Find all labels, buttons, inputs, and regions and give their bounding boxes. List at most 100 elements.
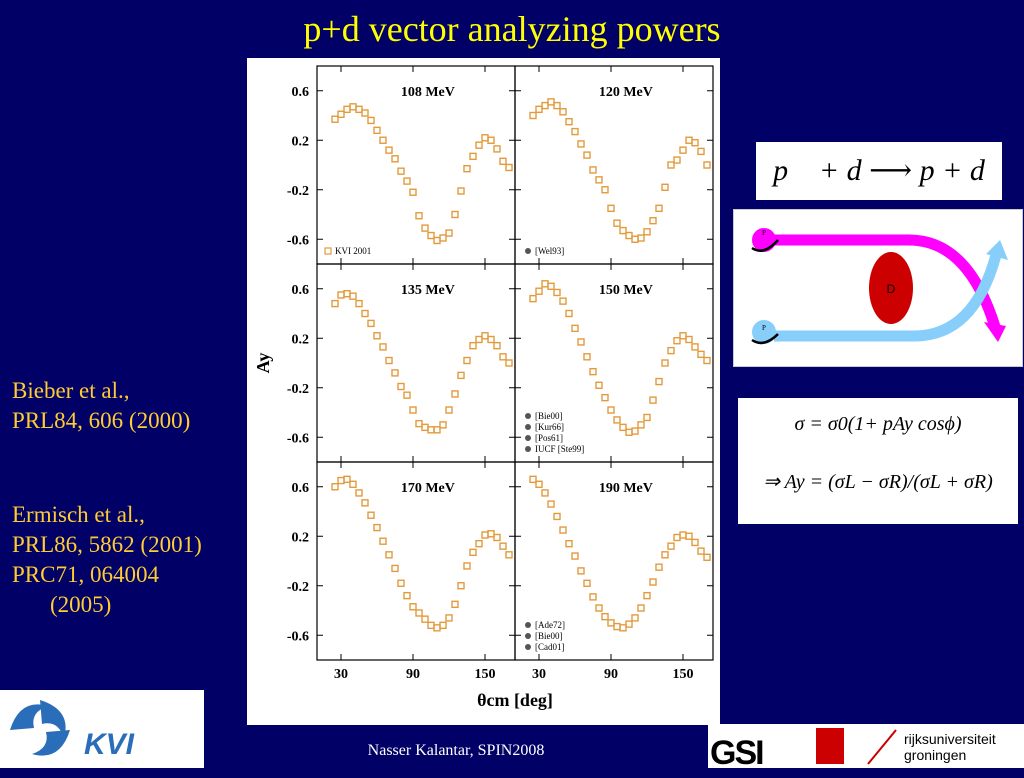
data-point	[469, 152, 477, 161]
panel-frame	[514, 461, 714, 661]
reference-bieber: Bieber et al., PRL84, 606 (2000)	[12, 376, 190, 436]
data-point	[367, 511, 375, 519]
y-tick-label: -0.6	[287, 629, 309, 644]
data-point	[685, 532, 693, 540]
data-point	[643, 413, 651, 422]
reaction-equation-text: p⃗ + d ⟶ p + d	[771, 154, 986, 187]
data-point	[463, 165, 471, 173]
data-point	[337, 476, 345, 485]
y-tick-label: 0.6	[292, 85, 310, 100]
data-point	[673, 533, 681, 542]
data-point	[583, 353, 591, 361]
legend-marker	[525, 633, 531, 639]
spin-arrow-icon-upper	[751, 239, 779, 252]
legend-entry: KVI 2001	[335, 246, 371, 256]
data-point	[595, 381, 603, 389]
data-point	[577, 338, 585, 346]
data-point	[643, 228, 651, 236]
data-point	[505, 163, 513, 172]
data-point	[649, 216, 657, 225]
data-point	[385, 551, 393, 559]
data-point	[331, 115, 339, 123]
data-point	[667, 346, 675, 355]
data-point	[607, 204, 615, 213]
data-point	[637, 421, 645, 429]
data-point	[337, 291, 345, 299]
data-point	[421, 423, 429, 432]
data-point	[703, 553, 711, 561]
data-point	[631, 614, 639, 622]
data-point	[475, 539, 483, 548]
cross-section-equation: σ = σ0(1+ pAy cosϕ)	[794, 413, 961, 435]
gsi-logo-text: GSI	[710, 734, 763, 768]
kvi-swirl-icon	[10, 704, 48, 730]
partner-logos: GSI rijksuniversiteit groningen	[708, 724, 1024, 772]
data-point	[553, 288, 561, 297]
partner-logos-svg: GSI rijksuniversiteit groningen	[710, 728, 996, 772]
rug-logo-line1: rijksuniversiteit	[904, 731, 996, 747]
data-point	[433, 236, 441, 245]
reference-line: (2005)	[50, 592, 112, 617]
kvi-swirl-icon	[40, 700, 66, 738]
data-point	[619, 624, 627, 632]
data-point	[427, 231, 435, 240]
x-tick-label: 90	[406, 667, 420, 682]
kvi-logo-svg: KVI	[10, 700, 135, 761]
data-point	[355, 489, 363, 497]
data-point	[499, 353, 507, 361]
data-point	[457, 187, 465, 195]
data-point	[445, 614, 453, 622]
y-tick-label: -0.6	[287, 233, 309, 248]
legend-marker	[525, 644, 531, 650]
data-point	[547, 98, 555, 106]
reaction-equation-svg: p⃗ + d ⟶ p + d	[771, 154, 986, 187]
data-point	[475, 335, 483, 344]
data-point	[673, 337, 681, 345]
data-point	[349, 103, 357, 111]
data-point	[583, 151, 591, 159]
scattering-diagram: D P P	[733, 209, 1023, 367]
x-tick-label: 150	[673, 667, 694, 682]
data-point	[691, 343, 699, 351]
data-point	[589, 367, 597, 376]
data-point	[451, 210, 459, 219]
data-point	[613, 622, 621, 631]
asymmetry-equations-svg: σ = σ0(1+ pAy cosϕ) ⇒ Ay = (σL − σR)/(σL…	[763, 413, 993, 493]
upper-arrowhead-icon	[984, 322, 1006, 342]
data-point	[619, 226, 627, 235]
data-point	[403, 177, 411, 185]
data-point	[457, 371, 465, 380]
y-tick-label: -0.2	[287, 580, 309, 595]
legend-marker	[525, 622, 531, 628]
asymmetry-equations: σ = σ0(1+ pAy cosϕ) ⇒ Ay = (σL − σR)/(σL…	[738, 398, 1018, 524]
data-point	[451, 390, 459, 398]
data-point	[601, 186, 609, 194]
data-point	[565, 539, 573, 548]
data-point	[469, 341, 477, 350]
data-point	[373, 523, 381, 532]
data-point	[637, 604, 645, 612]
data-point	[445, 406, 453, 414]
legend-entry: [Kur66]	[535, 422, 564, 432]
data-point	[613, 416, 621, 424]
legend-marker	[525, 248, 531, 254]
data-point	[409, 603, 417, 611]
legend-entry: [Bie00]	[535, 411, 563, 421]
data-point	[481, 134, 489, 142]
data-point	[463, 356, 471, 365]
data-point	[439, 621, 447, 630]
data-point	[343, 105, 351, 114]
spin-arrow-icon-lower	[751, 333, 779, 345]
y-tick-label: 0.2	[292, 134, 310, 149]
data-point	[643, 591, 651, 600]
data-point	[601, 612, 609, 621]
data-point	[331, 299, 339, 308]
data-point	[685, 136, 693, 144]
reference-ermisch: Ermisch et al., PRL86, 5862 (2001) PRC71…	[12, 500, 202, 620]
data-point	[445, 229, 453, 237]
data-point	[349, 480, 357, 488]
data-point	[649, 578, 657, 586]
data-point	[457, 582, 465, 590]
data-point	[415, 212, 423, 220]
data-point	[631, 427, 639, 435]
